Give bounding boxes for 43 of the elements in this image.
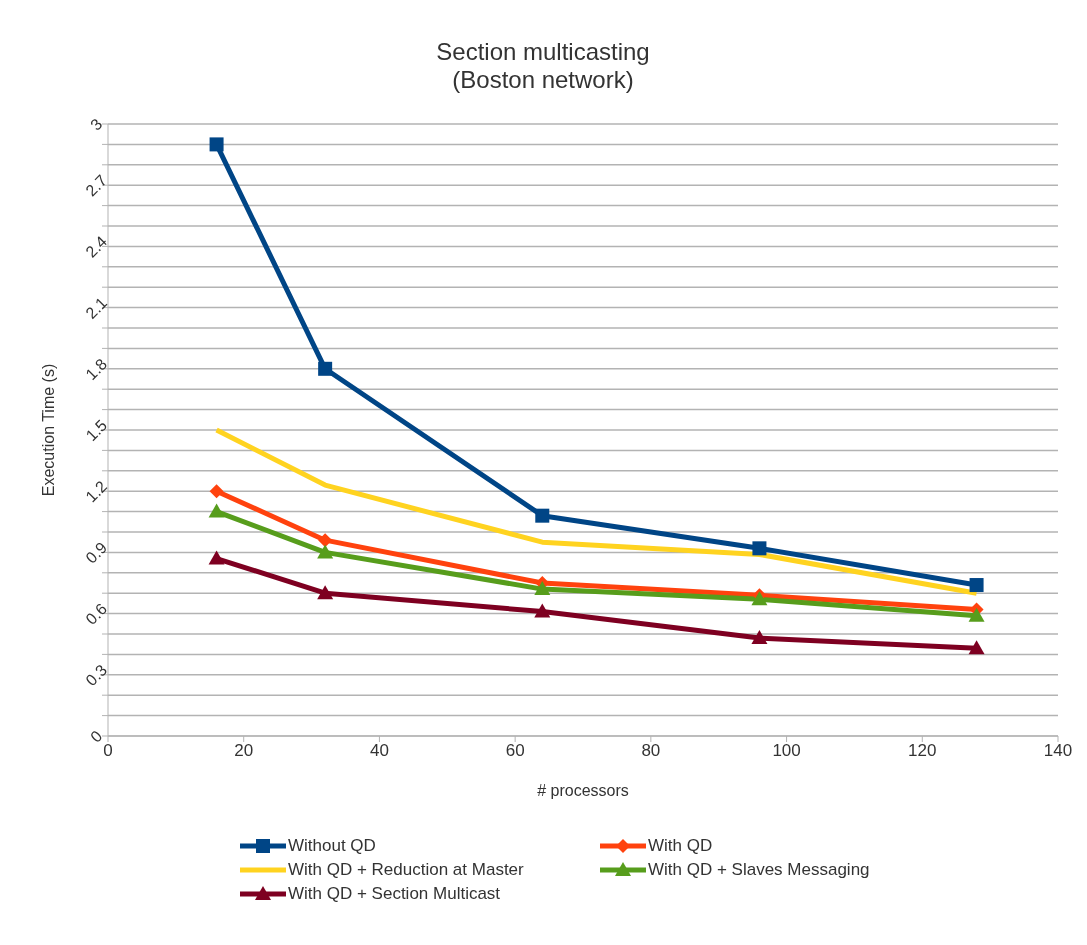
point — [534, 581, 551, 596]
point — [968, 640, 985, 655]
y-tick-label: 1.2 — [82, 477, 111, 506]
legend-label: With QD — [648, 836, 713, 856]
point — [968, 607, 985, 622]
chart-title: Section multicasting — [435, 38, 651, 66]
legend-label: With QD + Reduction at Master — [288, 860, 524, 880]
point — [317, 585, 334, 600]
point — [209, 137, 224, 152]
x-tick-label: 40 — [369, 741, 389, 761]
point — [318, 533, 333, 548]
x-axis-title: # processors — [537, 782, 629, 799]
point — [969, 578, 984, 593]
point — [534, 603, 551, 618]
x-tick-label: 20 — [234, 741, 254, 761]
y-tick-label: 2.4 — [82, 232, 111, 261]
point — [209, 484, 224, 499]
x-tick-label: 60 — [505, 741, 525, 761]
chart-subtitle: (Boston network) — [451, 66, 635, 94]
y-tick-label: 1.8 — [82, 355, 111, 384]
legend-label: With QD + Slaves Messaging — [648, 860, 870, 880]
point — [535, 508, 550, 523]
point — [318, 361, 333, 376]
y-tick-label: 0.9 — [82, 538, 111, 567]
point — [208, 503, 225, 518]
y-tick-label: 2.1 — [82, 294, 111, 322]
legend-label: Without QD — [288, 836, 376, 856]
y-tick-label: 2.7 — [82, 171, 111, 200]
point — [208, 550, 225, 565]
x-tick-label: 80 — [641, 741, 661, 761]
y-tick-label: 1.5 — [82, 416, 111, 445]
x-tick-label: 100 — [772, 741, 801, 761]
y-axis-title: Execution Time (s) — [39, 363, 57, 497]
x-tick-label: 120 — [908, 741, 937, 761]
legend-label: With QD + Section Multicast — [288, 884, 501, 904]
y-tick-label: 0.3 — [82, 661, 111, 690]
x-tick-label: 140 — [1043, 741, 1073, 761]
y-tick-label: 0.6 — [82, 600, 111, 628]
y-tick-label: 0 — [87, 727, 106, 746]
point — [751, 630, 768, 645]
y-tick-label: 3 — [87, 115, 106, 134]
point — [752, 541, 767, 556]
point — [317, 544, 334, 559]
